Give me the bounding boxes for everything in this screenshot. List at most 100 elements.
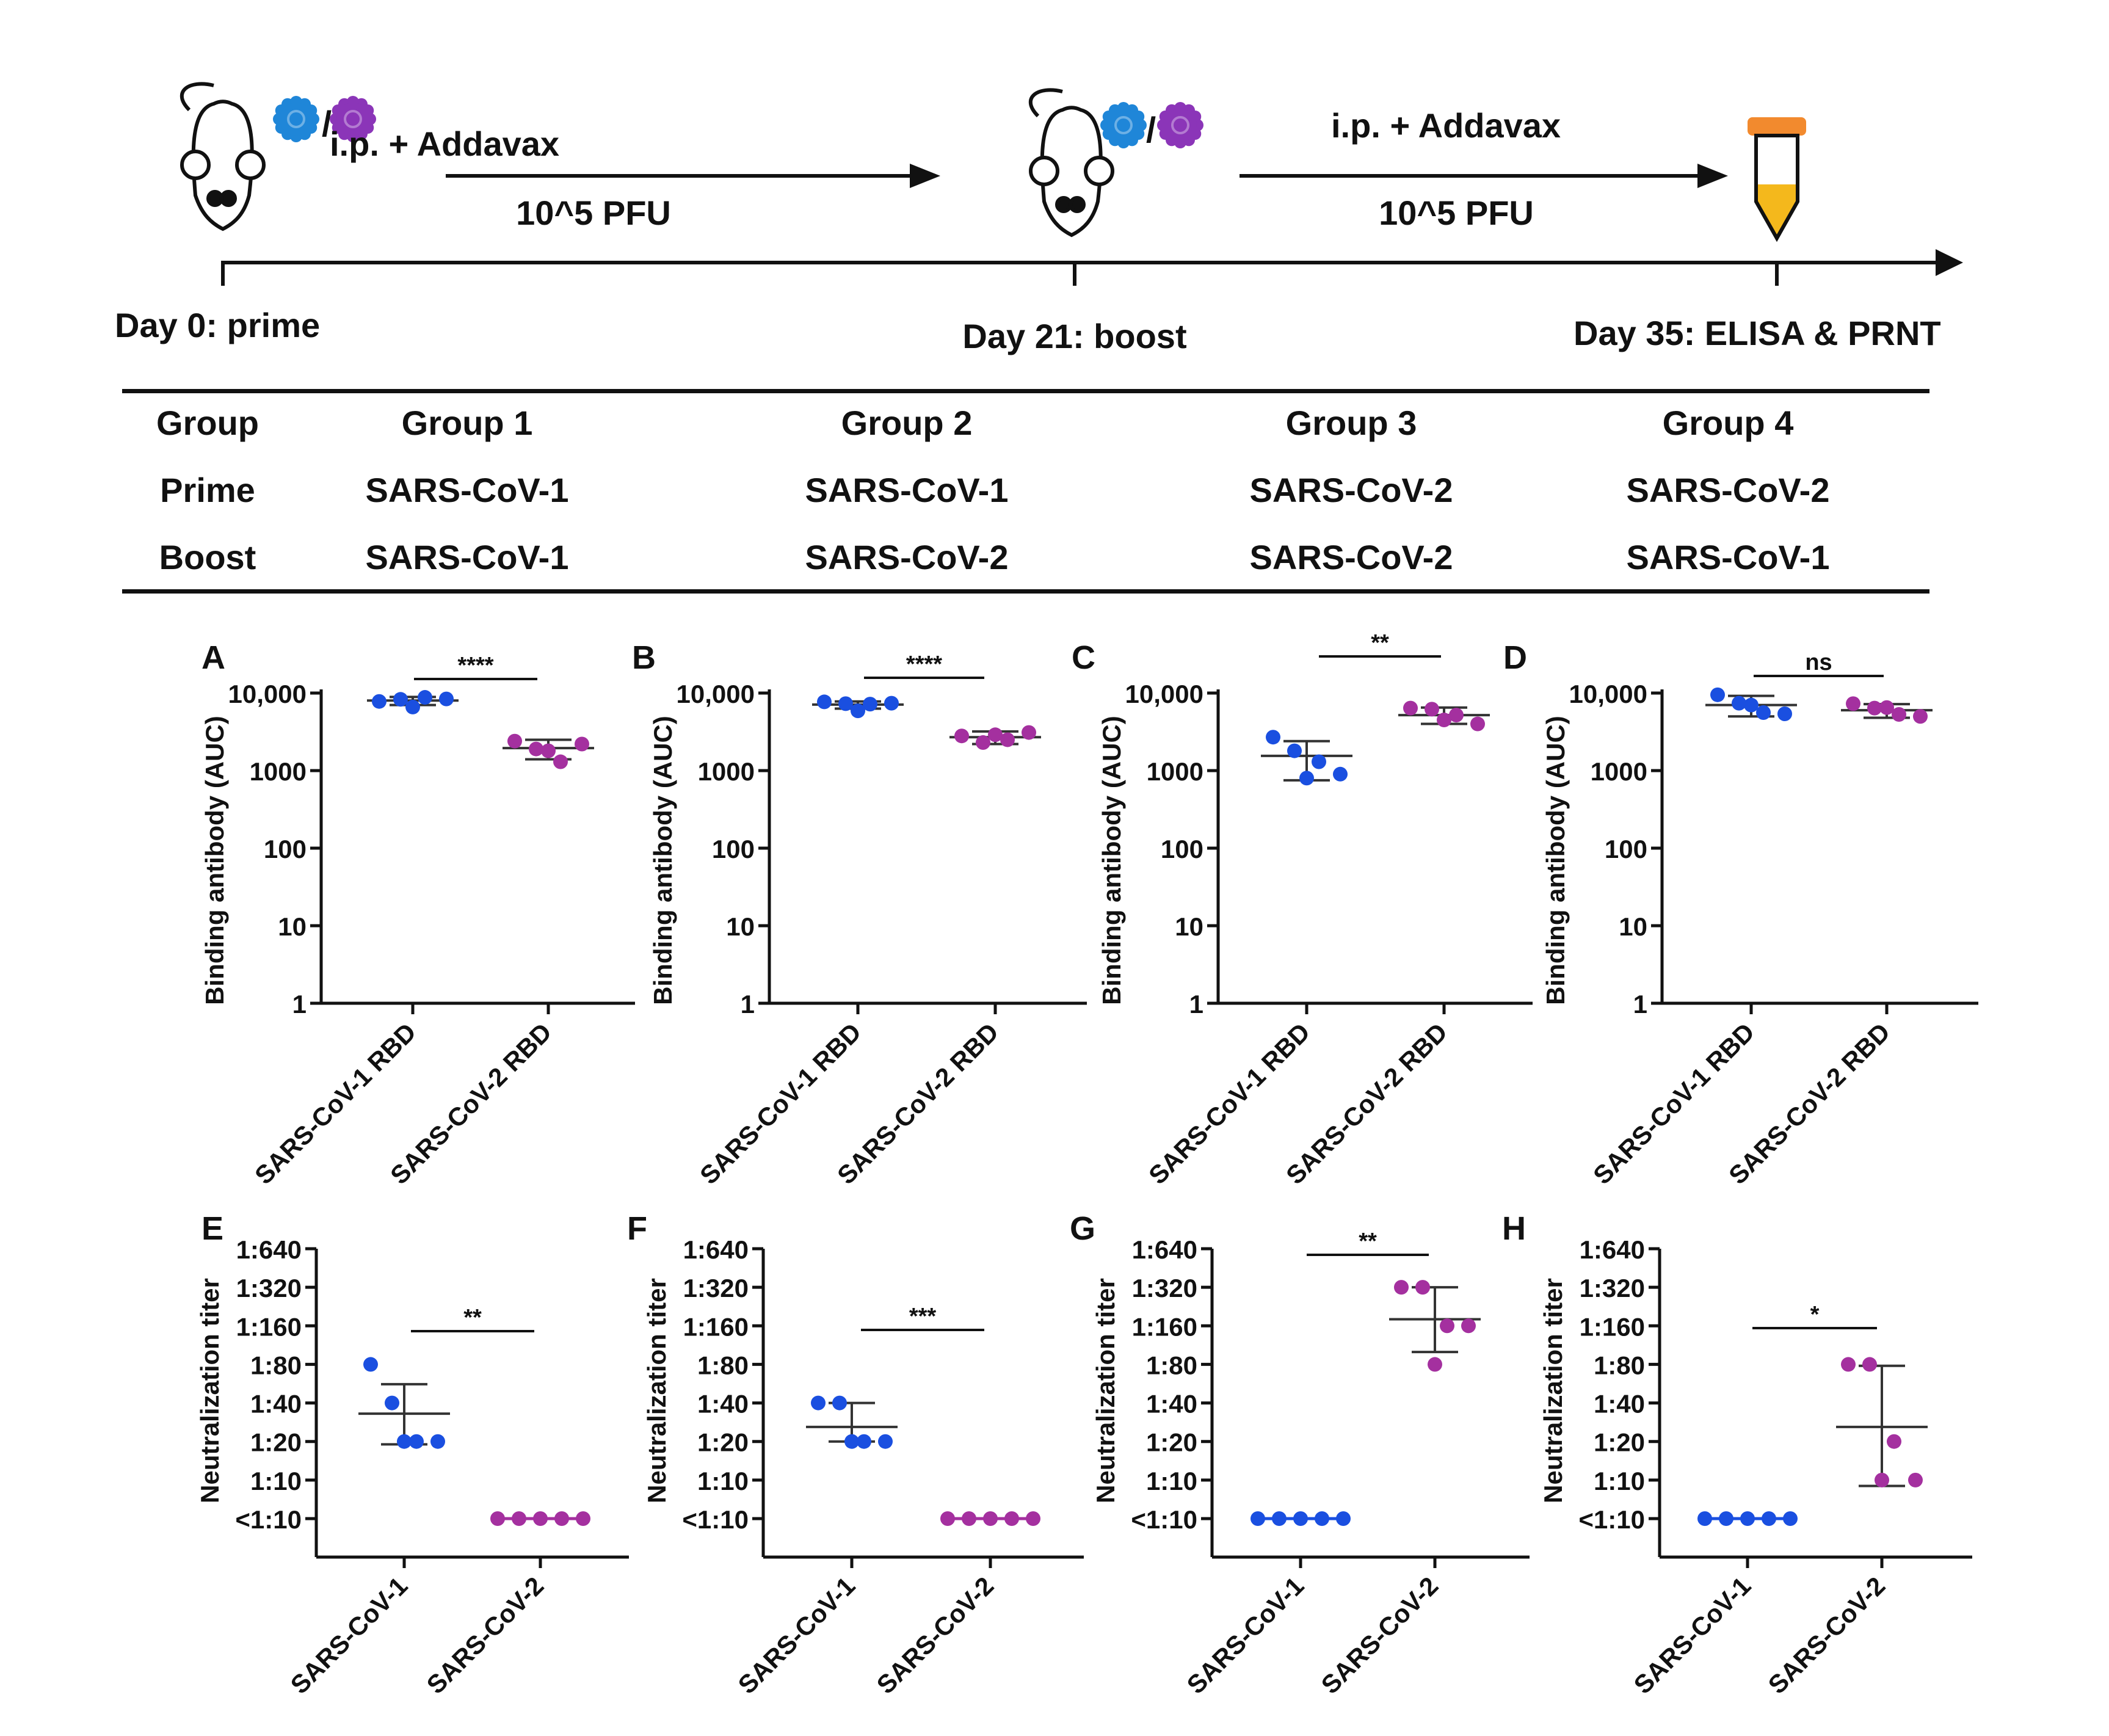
data-point — [1428, 1357, 1442, 1372]
y-tick-label: 1:40 — [250, 1390, 302, 1418]
data-point — [1887, 1434, 1901, 1449]
data-point — [541, 743, 556, 758]
y-tick-label: 1000 — [250, 757, 307, 786]
significance-label: *** — [909, 1304, 937, 1329]
row-label-group: Group — [156, 404, 259, 442]
panel-letter: H — [1502, 1210, 1526, 1247]
y-tick-label: 10,000 — [677, 680, 755, 708]
data-point — [1315, 1511, 1329, 1526]
virus-icon — [1157, 102, 1203, 148]
y-tick-label: 1:20 — [697, 1428, 749, 1457]
milestone-day21: Day 21: boost — [962, 317, 1187, 355]
data-point — [553, 754, 568, 769]
y-tick-label: 1:640 — [236, 1235, 302, 1264]
y-tick-label: 1:40 — [697, 1390, 749, 1418]
data-point — [988, 727, 1003, 743]
route-adjuvant-label-1: i.p. + Addavax — [330, 125, 560, 163]
data-point — [393, 692, 408, 707]
panel-letter: G — [1070, 1210, 1095, 1247]
data-point — [1740, 1511, 1755, 1526]
data-point — [1710, 687, 1725, 702]
data-point — [1777, 706, 1792, 721]
significance-label: ** — [1371, 630, 1389, 656]
data-point — [1744, 697, 1759, 713]
data-point — [1697, 1511, 1712, 1526]
data-point — [1266, 730, 1280, 745]
data-point — [832, 1395, 847, 1411]
data-point — [529, 741, 543, 757]
group-4-name: Group 4 — [1662, 404, 1794, 442]
table-top-rule — [122, 389, 1929, 393]
timeline-diagram — [180, 82, 1963, 286]
y-tick-label: 10 — [1175, 912, 1203, 941]
y-tick-label: 1:320 — [1580, 1274, 1645, 1302]
data-point — [1879, 700, 1894, 715]
virus-core — [344, 110, 362, 128]
significance-label: * — [1810, 1302, 1820, 1327]
data-point — [811, 1395, 826, 1411]
y-tick-label: 1:160 — [683, 1312, 749, 1341]
y-tick-label: 1 — [1633, 990, 1647, 1019]
x-tick-label: SARS-CoV-1 — [1628, 1571, 1757, 1699]
data-point — [976, 735, 990, 750]
virus-core — [287, 110, 305, 128]
group-4-boost: SARS-CoV-1 — [1626, 538, 1830, 576]
y-tick-label: 1:160 — [1580, 1312, 1645, 1341]
virus-core — [1171, 116, 1189, 134]
data-point — [940, 1511, 955, 1526]
y-tick-label: <1:10 — [1131, 1505, 1197, 1534]
data-point — [851, 703, 865, 719]
data-point — [1437, 713, 1451, 728]
x-tick-label: SARS-CoV-2 — [871, 1571, 1000, 1699]
data-point — [1756, 705, 1771, 720]
data-point — [1251, 1511, 1265, 1526]
y-tick-label: 1:640 — [1580, 1235, 1645, 1264]
y-tick-label: 1:80 — [1594, 1351, 1645, 1379]
mouse-icon — [180, 82, 266, 231]
route-adjuvant-label-2: i.p. + Addavax — [1331, 106, 1561, 145]
virus-body — [280, 103, 313, 136]
y-axis-title: Binding antibody (AUC) — [648, 716, 677, 1005]
chart-panel-g: G <1:10 1:10 1:20 1:40 1:80 1:160 1:320 1:640 Neu… — [1070, 1210, 1530, 1699]
panel-letter: C — [1072, 639, 1095, 676]
significance-label: ** — [463, 1305, 482, 1331]
virus-icon — [273, 96, 319, 142]
group-3-name: Group 3 — [1285, 404, 1417, 442]
y-tick-label: 100 — [1161, 835, 1203, 863]
y-tick-label: 1:80 — [697, 1351, 749, 1379]
y-tick-label: 100 — [1605, 835, 1647, 863]
data-point — [507, 733, 522, 749]
milestone-day0: Day 0: prime — [115, 306, 321, 344]
y-axis-title: Neutralization titer — [195, 1278, 224, 1503]
data-point — [1000, 732, 1015, 747]
y-axis-title: Neutralization titer — [1091, 1278, 1120, 1503]
data-point — [1394, 1280, 1409, 1295]
data-point — [884, 695, 899, 711]
y-tick-label: 1000 — [1147, 757, 1203, 786]
data-point — [844, 1434, 859, 1449]
y-tick-label: 100 — [712, 835, 755, 863]
data-point — [863, 697, 877, 712]
y-tick-label: 1000 — [698, 757, 755, 786]
y-tick-label: 1:40 — [1594, 1390, 1645, 1418]
y-axis-title: Neutralization titer — [642, 1278, 671, 1503]
data-point — [1875, 1472, 1889, 1487]
panel-letter: F — [627, 1210, 647, 1247]
y-tick-label: 1:10 — [250, 1467, 302, 1495]
y-tick-label: 1:320 — [236, 1274, 302, 1302]
significance-label: ** — [1359, 1229, 1377, 1254]
data-point — [1470, 716, 1485, 732]
data-point — [1846, 696, 1860, 711]
row-label-boost: Boost — [159, 538, 256, 576]
data-point — [1449, 708, 1464, 723]
y-tick-label: 1:80 — [1146, 1351, 1197, 1379]
data-point — [1892, 707, 1906, 722]
data-point — [1867, 700, 1882, 716]
data-point — [857, 1434, 871, 1449]
group-3-prime: SARS-CoV-2 — [1249, 471, 1453, 509]
data-point — [533, 1511, 548, 1526]
panel-letter: A — [201, 639, 225, 676]
group-1-boost: SARS-CoV-1 — [365, 538, 569, 576]
